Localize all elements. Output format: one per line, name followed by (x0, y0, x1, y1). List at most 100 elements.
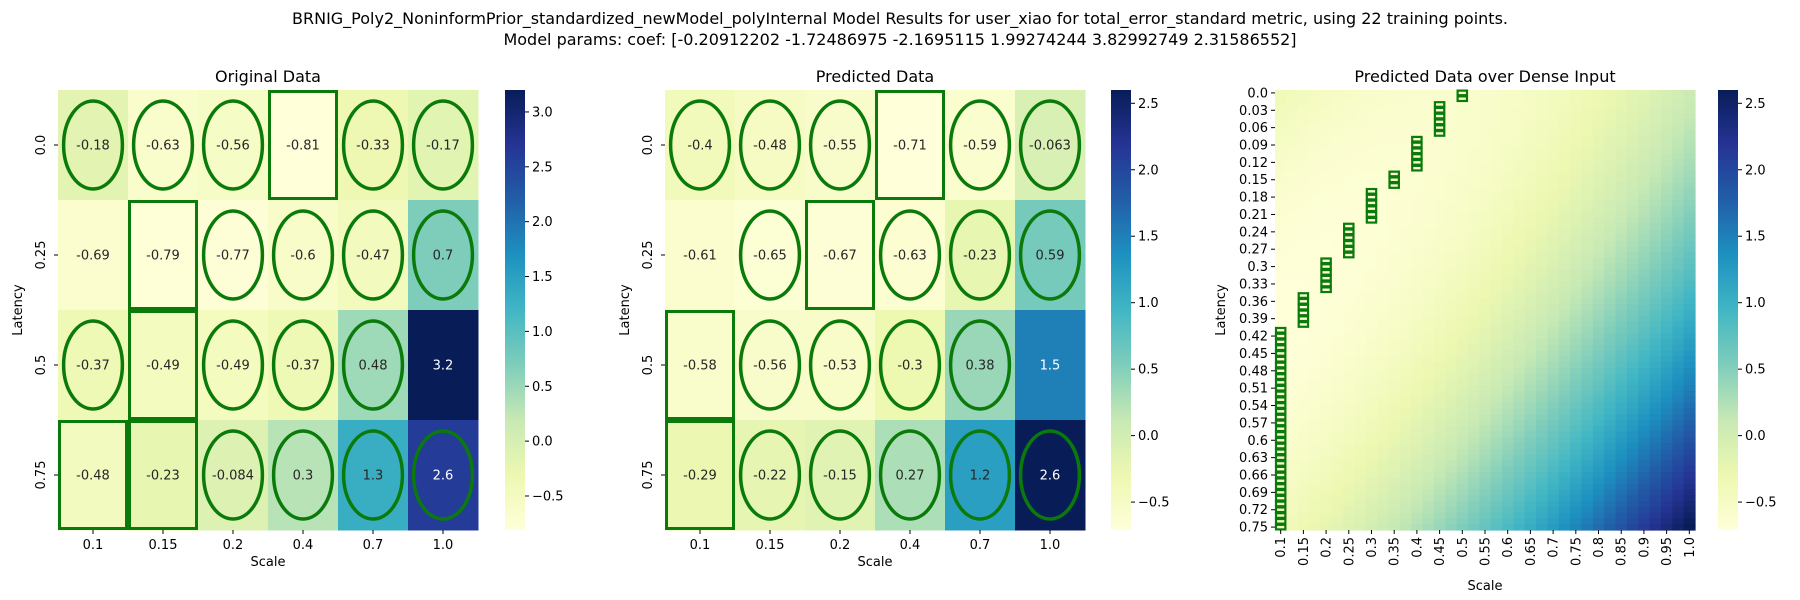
dense-cell (1672, 420, 1685, 427)
dense-cell (1502, 188, 1514, 195)
dense-cell (1422, 420, 1435, 427)
dense-cell (1309, 298, 1322, 305)
dense-cell (1536, 367, 1549, 375)
dense-cell (1433, 483, 1446, 491)
dense-cell (1275, 414, 1287, 421)
dense-cell (1309, 252, 1322, 259)
dense-cell (1456, 205, 1469, 213)
dense-cell (1660, 292, 1673, 300)
dense-cell (1286, 506, 1299, 514)
dense-cell (1570, 431, 1583, 438)
x-tick-label: 0.45 (1433, 537, 1448, 566)
dense-cell (1581, 501, 1594, 508)
dense-cell (1365, 223, 1378, 230)
dense-cell (1502, 443, 1514, 450)
dense-cell (1502, 333, 1514, 340)
dense-cell (1649, 200, 1662, 207)
colorbar-tick-label: 2.5 (1745, 97, 1766, 112)
dense-cell (1638, 338, 1651, 346)
dense-cell (1467, 130, 1480, 137)
dense-cell (1615, 327, 1628, 334)
dense-cell (1547, 414, 1560, 421)
dense-cell (1524, 396, 1537, 404)
dense-cell (1467, 472, 1480, 479)
dense-cell (1672, 391, 1685, 398)
dense-cell (1456, 501, 1469, 508)
dense-cell (1660, 171, 1673, 178)
dense-cell (1388, 495, 1401, 502)
cell-value-label: -0.56 (753, 359, 787, 374)
dense-cell (1275, 327, 1287, 334)
dense-cell (1331, 205, 1344, 213)
dense-cell (1309, 344, 1322, 352)
dense-cell (1275, 431, 1287, 438)
dense-cell (1672, 344, 1685, 352)
cell-value-label: 0.3 (293, 469, 314, 484)
dense-cell (1354, 200, 1367, 207)
dense-cell (1490, 506, 1503, 514)
dense-cell (1445, 200, 1458, 207)
dense-cell (1320, 95, 1333, 103)
dense-cell (1331, 437, 1344, 444)
x-tick-label: 0.7 (363, 538, 384, 553)
heatmap-cell (665, 200, 736, 311)
colorbar-tick-label: 0.5 (1745, 363, 1766, 378)
dense-cell (1638, 217, 1651, 224)
dense-cell (1377, 489, 1390, 496)
dense-cell (1467, 518, 1480, 525)
dense-cell (1683, 414, 1696, 421)
dense-cell (1570, 171, 1583, 178)
dense-cell (1275, 350, 1287, 357)
dense-cell (1286, 130, 1299, 137)
dense-cell (1422, 142, 1435, 149)
dense-cell (1377, 165, 1390, 172)
dense-cell (1377, 136, 1390, 143)
dense-cell (1309, 234, 1322, 242)
dense-cell (1558, 443, 1571, 450)
dense-cell (1286, 223, 1299, 230)
dense-cell (1558, 101, 1571, 108)
dense-cell (1570, 367, 1583, 375)
dense-cell (1456, 90, 1469, 97)
dense-cell (1581, 489, 1594, 496)
dense-cell (1570, 200, 1583, 207)
dense-cell (1343, 304, 1356, 311)
dense-cell (1275, 495, 1287, 502)
dense-cell (1331, 228, 1344, 236)
dense-cell (1445, 333, 1458, 340)
dense-cell (1649, 269, 1662, 276)
dense-cell (1592, 402, 1605, 410)
dense-cell (1604, 304, 1617, 311)
dense-cell (1683, 460, 1696, 467)
dense-cell (1626, 205, 1639, 213)
dense-cell (1343, 356, 1356, 363)
dense-cell (1513, 391, 1526, 398)
dense-cell (1558, 269, 1571, 276)
dense-cell (1626, 414, 1639, 421)
dense-cell (1683, 165, 1696, 172)
dense-cell (1365, 153, 1378, 161)
dense-cell (1399, 228, 1412, 236)
dense-cell (1570, 495, 1583, 502)
dense-cell (1558, 344, 1571, 352)
dense-cell (1592, 327, 1605, 334)
argmin-marker (1274, 523, 1287, 531)
dense-cell (1331, 385, 1344, 392)
dense-cell (1399, 350, 1412, 357)
dense-cell (1433, 489, 1446, 496)
dense-cell (1365, 176, 1378, 184)
dense-cell (1592, 286, 1605, 294)
dense-cell (1354, 165, 1367, 172)
dense-cell (1649, 327, 1662, 334)
dense-cell (1433, 211, 1446, 218)
dense-cell (1513, 257, 1526, 265)
dense-cell (1536, 518, 1549, 525)
dense-cell (1660, 454, 1673, 462)
dense-cell (1286, 420, 1299, 427)
dense-cell (1365, 263, 1378, 271)
dense-cell (1581, 518, 1594, 525)
dense-cell (1275, 257, 1287, 265)
dense-cell (1297, 286, 1310, 294)
heatmap-cell (1015, 420, 1086, 531)
dense-cell (1524, 257, 1537, 265)
